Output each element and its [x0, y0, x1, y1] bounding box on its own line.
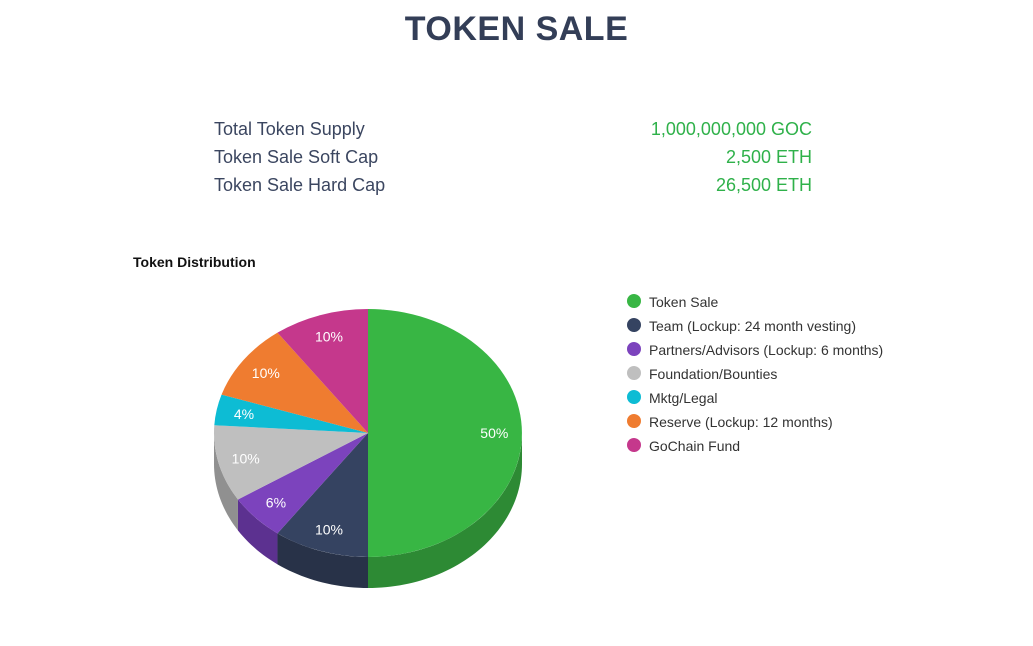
legend-item-partners-advisors-lockup-6-months[interactable]: Partners/Advisors (Lockup: 6 months): [627, 340, 897, 360]
legend-label: Reserve (Lockup: 12 months): [649, 414, 833, 430]
page-title: TOKEN SALE: [404, 10, 629, 48]
stat-value: 1,000,000,000 GOC: [650, 118, 812, 139]
pie-slice-foundation-bounties[interactable]: [213, 425, 368, 500]
chart-legend: Token Sale Team (Lockup: 24 month vesting…: [627, 292, 897, 460]
stat-row-hard-cap: Token Sale Hard Cap 26,500 ETH: [214, 171, 812, 199]
legend-item-gochain-fund[interactable]: GoChain Fund: [627, 436, 897, 456]
legend-marker: [627, 366, 641, 380]
legend-label: Mktg/Legal: [649, 390, 718, 406]
pie-slice-team-lockup-24-month-vesting[interactable]: [277, 433, 368, 557]
pie-slice-token-sale[interactable]: [368, 309, 522, 557]
legend-item-foundation-bounties[interactable]: Foundation/Bounties: [627, 364, 897, 384]
pie-side-team-lockup-24-month-vesting: [277, 533, 368, 588]
legend-marker: [627, 342, 641, 356]
legend-item-token-sale[interactable]: Token Sale: [627, 292, 897, 312]
pie-data-label-mktg-legal: 4%: [234, 406, 254, 422]
token-stats: Total Token Supply 1,000,000,000 GOC Tok…: [214, 115, 812, 199]
pie-slice-partners-advisors-lockup-6-months[interactable]: [237, 433, 368, 534]
pie-labels: 50% 10% 6% 10% 4% 10% 10%: [232, 328, 509, 537]
legend-label: GoChain Fund: [649, 438, 741, 454]
pie-side-token-sale: [368, 433, 522, 588]
stat-label: Token Sale Hard Cap: [214, 174, 386, 195]
legend-marker: [627, 390, 641, 404]
stat-value: 26,500 ETH: [715, 174, 812, 195]
legend-item-team-lockup-24-month-vesting[interactable]: Team (Lockup: 24 month vesting): [627, 316, 897, 336]
pie-slice-gochain-fund[interactable]: [277, 309, 368, 433]
pie-tops: [213, 309, 522, 557]
pie-side-foundation-bounties: [214, 433, 238, 531]
legend-label: Token Sale: [649, 294, 719, 310]
stat-row-total-supply: Total Token Supply 1,000,000,000 GOC: [214, 115, 812, 143]
chart-title: Token Distribution: [133, 254, 256, 270]
legend-item-mktg-legal[interactable]: Mktg/Legal: [627, 388, 897, 408]
pie-data-label-gochain-fund: 10%: [315, 328, 343, 344]
pie-data-label-token-sale: 50%: [480, 425, 508, 441]
stat-label: Token Sale Soft Cap: [214, 146, 379, 167]
legend-marker: [627, 414, 641, 428]
legend-marker: [627, 438, 641, 452]
pie-data-label-partners-advisors-lockup-6-months: 6%: [266, 495, 286, 511]
pie-data-label-reserve-lockup-12-months: 10%: [252, 365, 280, 381]
legend-marker: [627, 294, 641, 308]
legend-item-reserve-lockup-12-months[interactable]: Reserve (Lockup: 12 months): [627, 412, 897, 432]
stat-value: 2,500 ETH: [725, 146, 812, 167]
stat-label: Total Token Supply: [214, 118, 365, 139]
legend-marker: [627, 318, 641, 332]
pie-data-label-foundation-bounties: 10%: [232, 450, 260, 466]
pie-slice-reserve-lockup-12-months[interactable]: [221, 332, 368, 433]
legend-label: Partners/Advisors (Lockup: 6 months): [649, 342, 884, 358]
pie-data-label-team-lockup-24-month-vesting: 10%: [315, 522, 343, 538]
legend-label: Foundation/Bounties: [649, 366, 778, 382]
pie-slice-mktg-legal[interactable]: [214, 394, 368, 433]
pie-side-partners-advisors-lockup-6-months: [237, 499, 278, 565]
pie-sides: [214, 433, 522, 588]
legend-label: Team (Lockup: 24 month vesting): [649, 318, 856, 334]
stat-row-soft-cap: Token Sale Soft Cap 2,500 ETH: [214, 143, 812, 171]
